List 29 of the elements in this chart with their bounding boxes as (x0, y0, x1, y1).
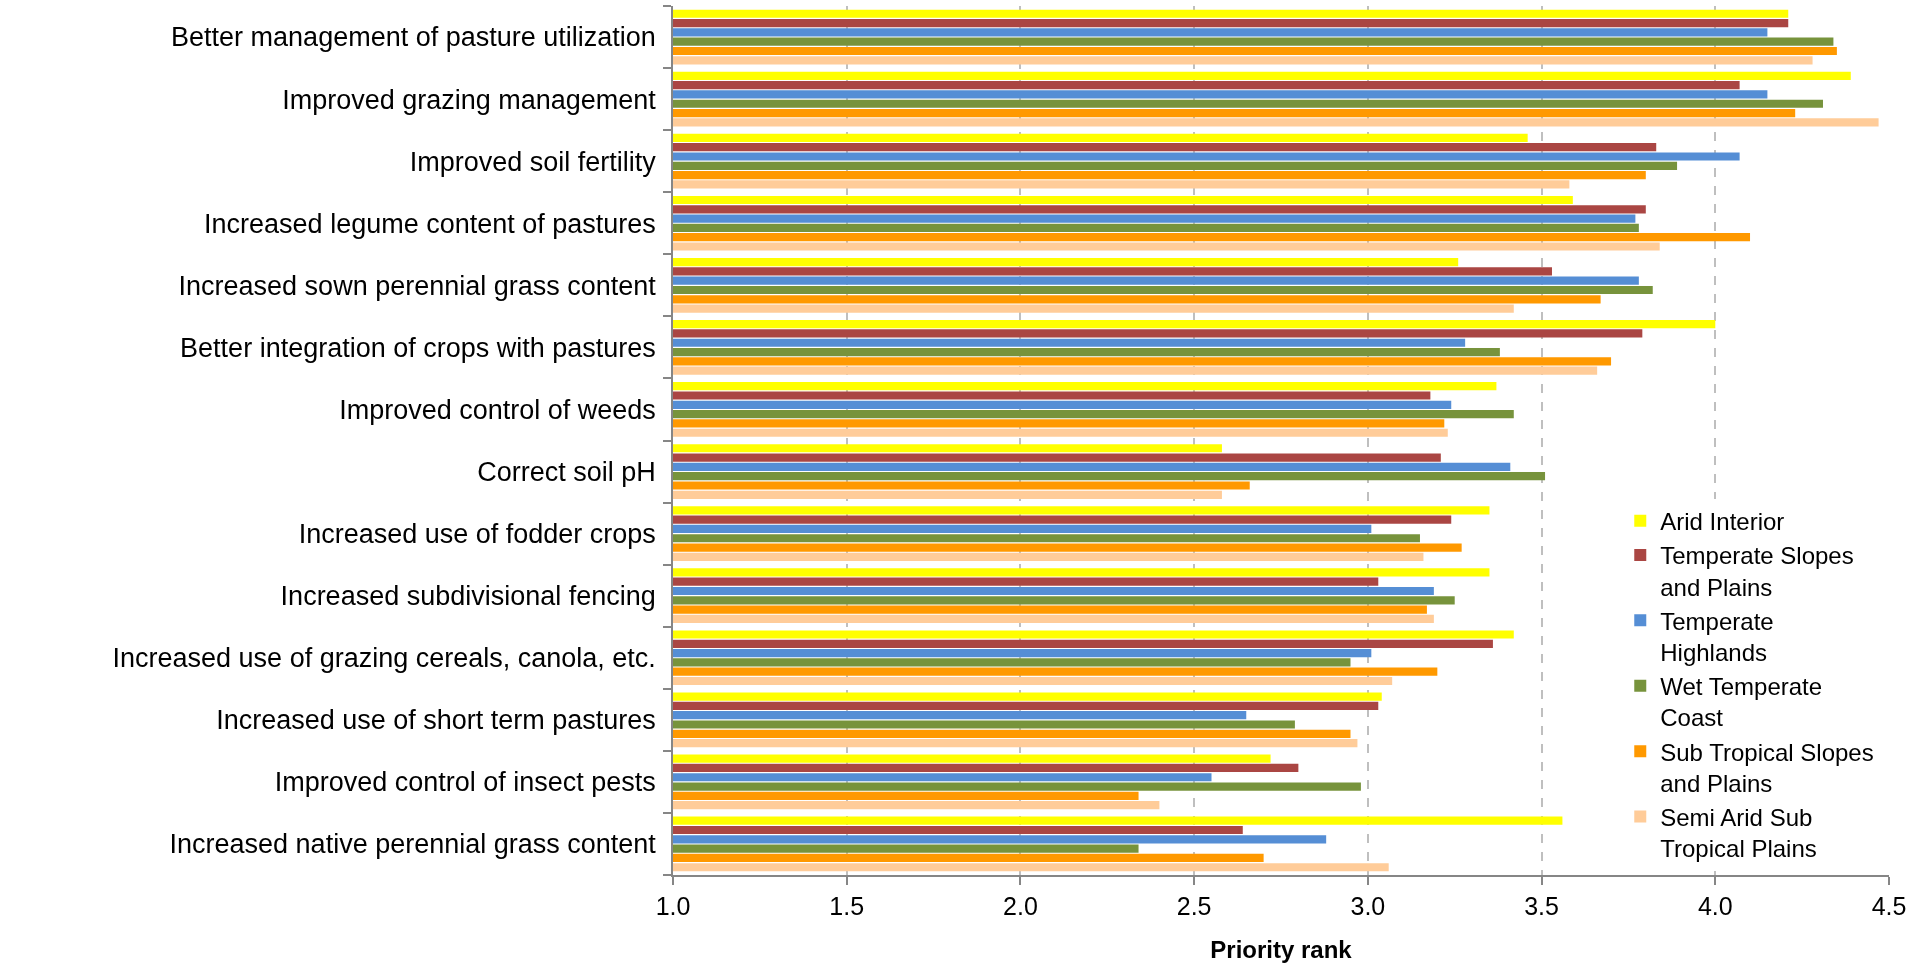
x-tick-label: 1.5 (829, 891, 865, 920)
y-tick-label: Increased use of fodder crops (298, 519, 656, 550)
legend-label: Temperate Highlands (1660, 607, 1774, 666)
y-tick-label: Better management of pasture utilization (171, 22, 656, 53)
y-tick-label: Increased use of short term pastures (216, 705, 656, 736)
x-axis-title: Priority rank (1210, 935, 1353, 963)
y-tick-label: Improved control of weeds (339, 394, 656, 425)
y-tick-label: Increased sown perennial grass content (178, 270, 657, 301)
y-tick-label: Increased legume content of pastures (204, 208, 656, 239)
y-tick-label: Correct soil pH (477, 456, 656, 487)
y-tick-label: Improved grazing management (282, 84, 657, 115)
y-tick-label: Better integration of crops with pastures (180, 332, 656, 363)
x-tick-label: 4.0 (1697, 891, 1733, 920)
x-tick-label: 2.0 (1003, 891, 1038, 920)
x-tick-label: 2.5 (1176, 891, 1212, 920)
legend-label: Semi Arid Sub Tropical Plains (1660, 803, 1817, 863)
y-tick-label: Increased native perennial grass content (169, 829, 657, 860)
y-tick-label: Improved control of insect pests (274, 767, 656, 798)
x-tick-label: 4.5 (1871, 891, 1907, 920)
legend-label: Wet Temperate Coast (1660, 673, 1823, 732)
legend-label: Temperate Slopes and Plains (1660, 542, 1854, 601)
legend-label: Sub Tropical Slopes and Plains (1660, 738, 1874, 797)
y-tick-label: Increased use of grazing cereals, canola, etc. (112, 643, 656, 674)
x-tick-label: 3.0 (1350, 891, 1386, 920)
x-tick-label: 3.5 (1524, 891, 1559, 920)
x-tick-label: 1.0 (655, 891, 691, 920)
y-tick-label: Improved soil fertility (409, 146, 657, 177)
legend-label: Arid Interior (1660, 508, 1785, 536)
y-tick-label: Increased subdivisional fencing (280, 581, 656, 612)
